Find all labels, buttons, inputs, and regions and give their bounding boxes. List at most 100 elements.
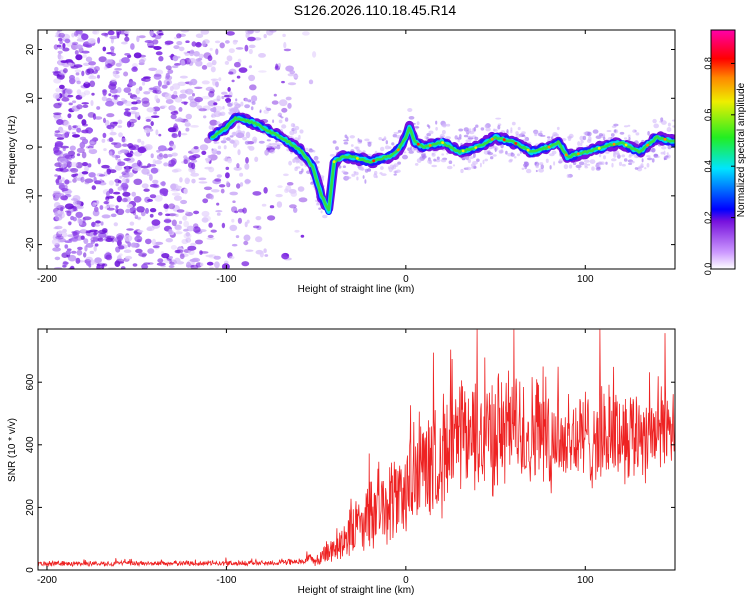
halo-blob <box>387 166 391 170</box>
noise-blob <box>115 205 119 209</box>
halo-blob <box>292 123 296 128</box>
noise-blob <box>195 239 203 245</box>
noise-blob <box>101 32 109 36</box>
halo-blob <box>335 146 339 151</box>
noise-blob <box>188 96 194 101</box>
halo-blob <box>605 151 610 154</box>
noise-blob <box>227 158 233 164</box>
halo-blob <box>266 107 272 111</box>
noise-blob <box>93 245 97 252</box>
noise-blob <box>174 249 181 254</box>
y-tick-label: 600 <box>25 373 36 390</box>
noise-blob <box>138 252 148 257</box>
noise-blob <box>190 242 197 246</box>
noise-blob <box>102 46 107 52</box>
halo-blob <box>356 176 359 181</box>
noise-blob <box>109 88 119 94</box>
noise-blob <box>244 179 252 184</box>
noise-blob <box>105 237 114 242</box>
noise-blob <box>170 245 177 250</box>
noise-blob <box>67 150 76 156</box>
noise-blob <box>116 101 124 106</box>
halo-blob <box>381 173 387 177</box>
noise-blob <box>124 165 131 173</box>
noise-blob <box>110 213 117 218</box>
noise-blob <box>83 252 87 258</box>
halo-blob <box>383 136 387 141</box>
halo-blob <box>220 140 227 144</box>
noise-blob <box>176 33 182 39</box>
noise-blob <box>169 105 177 111</box>
noise-blob <box>56 119 64 125</box>
halo-blob <box>300 163 304 167</box>
halo-blob <box>579 161 585 166</box>
ridge-peak <box>416 142 420 146</box>
noise-blob <box>54 174 58 177</box>
noise-blob <box>115 155 119 161</box>
noise-blob <box>110 48 115 54</box>
noise-blob <box>98 232 107 238</box>
noise-blob <box>66 210 72 217</box>
noise-blob <box>171 65 179 69</box>
noise-blob <box>104 119 110 127</box>
noise-blob <box>97 237 104 242</box>
noise-blob <box>64 154 73 159</box>
noise-blob <box>205 254 214 258</box>
noise-blob <box>176 185 182 189</box>
halo-blob <box>617 154 621 159</box>
halo-blob <box>403 151 407 154</box>
noise-blob <box>263 187 268 194</box>
noise-blob <box>53 78 62 84</box>
halo-blob <box>545 158 549 163</box>
noise-blob <box>99 262 103 265</box>
noise-blob <box>110 127 114 133</box>
halo-blob <box>492 154 497 157</box>
noise-blob <box>56 98 61 102</box>
halo-blob <box>591 166 595 171</box>
noise-blob <box>124 30 130 34</box>
halo-blob <box>623 125 629 128</box>
halo-blob <box>436 156 440 160</box>
noise-blob <box>120 266 126 269</box>
noise-blob <box>235 47 244 50</box>
noise-blob <box>223 94 233 98</box>
noise-blob <box>163 258 170 264</box>
noise-blob <box>252 191 262 196</box>
noise-blob <box>169 261 175 265</box>
colorbar-ticks: 0.0 0.2 0.4 0.6 0.8 <box>703 57 735 275</box>
noise-blob <box>81 70 85 77</box>
noise-blob <box>188 155 197 161</box>
noise-blob <box>163 203 169 209</box>
noise-blob <box>274 143 284 146</box>
noise-blob <box>133 52 142 59</box>
noise-blob <box>114 178 120 183</box>
noise-blob <box>101 138 106 143</box>
noise-blob <box>97 37 101 44</box>
noise-blob <box>59 130 68 134</box>
halo-blob <box>457 139 460 142</box>
halo-blob <box>663 156 666 161</box>
halo-blob <box>445 136 451 140</box>
halo-blob <box>440 158 447 163</box>
noise-blob <box>168 256 174 259</box>
noise-blob <box>254 30 261 34</box>
noise-blob <box>221 263 230 269</box>
noise-blob <box>54 133 63 138</box>
noise-blob <box>189 52 194 57</box>
noise-blob <box>129 111 138 115</box>
noise-blob <box>209 194 214 200</box>
halo-blob <box>517 126 521 131</box>
ridge-peak <box>502 138 506 142</box>
halo-blob <box>539 130 543 133</box>
halo-blob <box>448 160 453 164</box>
noise-blob <box>71 250 77 254</box>
noise-blob <box>172 55 179 62</box>
noise-blob <box>81 119 87 126</box>
halo-blob <box>516 153 521 157</box>
noise-blob <box>243 240 249 246</box>
noise-blob <box>158 152 163 158</box>
noise-blob <box>226 55 233 62</box>
halo-blob <box>538 168 544 173</box>
noise-blob <box>72 134 80 138</box>
